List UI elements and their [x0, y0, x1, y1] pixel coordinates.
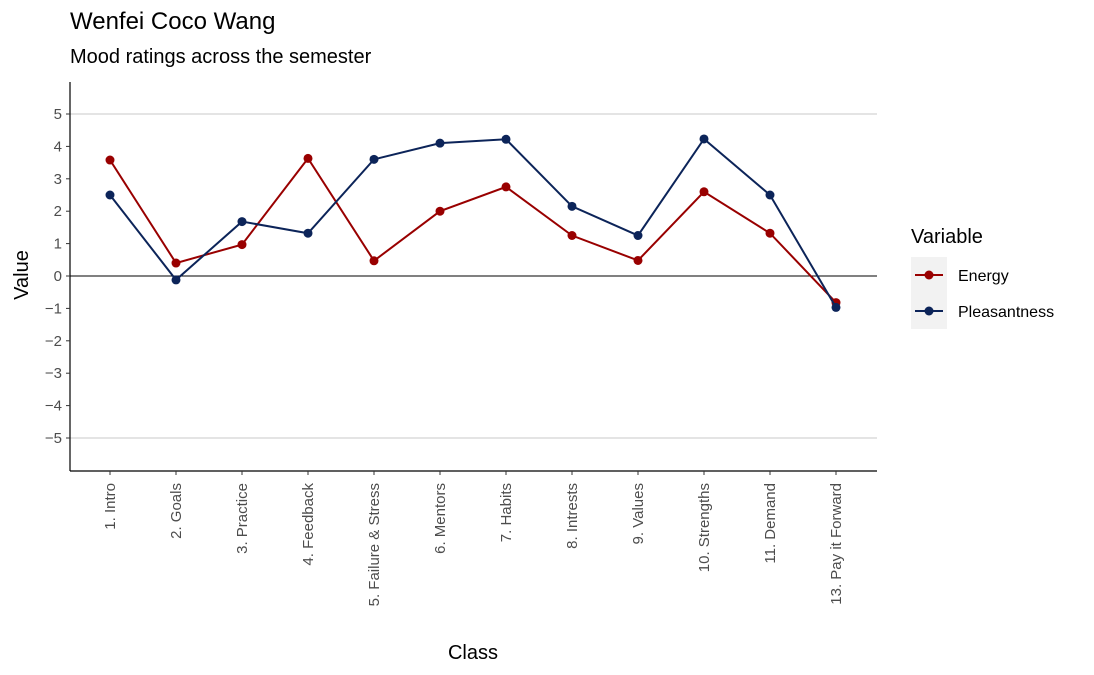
y-tick-label: 1: [54, 236, 62, 253]
energy-point: [765, 228, 775, 238]
y-tick-label: 2: [54, 203, 62, 220]
y-axis-ticks: 5 4 3 2 1 0 −1 −2 −3 −4 −5: [45, 106, 70, 447]
legend: Variable Energy Pleasantness: [911, 226, 1054, 329]
pleasantness-point: [567, 201, 577, 211]
pleasantness-point: [831, 302, 841, 312]
x-tick-label: 1. Intro: [102, 483, 119, 530]
y-tick-label: −4: [45, 398, 62, 415]
pleasantness-point: [435, 138, 445, 148]
energy-point: [237, 240, 247, 250]
pleasantness-point: [237, 217, 247, 227]
y-tick-label: −5: [45, 430, 62, 447]
energy-point: [369, 256, 379, 266]
x-tick-label: 3. Practice: [234, 483, 251, 554]
energy-point: [171, 258, 181, 268]
energy-point: [501, 182, 511, 192]
x-tick-label: 7. Habits: [498, 483, 515, 542]
plot-series: [105, 134, 841, 312]
energy-point: [105, 155, 115, 165]
energy-point: [633, 255, 643, 265]
energy-point: [435, 206, 445, 216]
x-axis-title: Class: [448, 642, 498, 664]
y-tick-label: 0: [54, 268, 62, 285]
y-tick-label: 5: [54, 106, 62, 123]
pleasantness-line: [109, 137, 837, 308]
legend-pleasantness-point: [924, 306, 934, 316]
x-tick-label: 8. Intrests: [564, 483, 581, 549]
pleasantness-point: [501, 134, 511, 144]
y-axis-title: Value: [11, 250, 33, 300]
y-tick-label: −3: [45, 365, 62, 382]
x-axis-ticks: 1. Intro 2. Goals 3. Practice 4. Feedback 5.…: [102, 471, 845, 606]
x-tick-label: 5. Failure & Stress: [366, 483, 383, 606]
pleasantness-point: [105, 190, 115, 200]
y-tick-label: 3: [54, 171, 62, 188]
pleasantness-point: [171, 275, 181, 285]
y-tick-label: −1: [45, 300, 62, 317]
x-tick-label: 2. Goals: [168, 483, 185, 539]
energy-point: [699, 187, 709, 197]
legend-key-background: [911, 257, 947, 329]
x-tick-label: 11. Demand: [762, 483, 779, 564]
energy-point: [303, 153, 313, 163]
pleasantness-point: [303, 228, 313, 238]
legend-title: Variable: [911, 226, 983, 248]
pleasantness-point: [369, 154, 379, 164]
y-tick-label: −2: [45, 333, 62, 350]
chart-subtitle: Mood ratings across the semester: [70, 46, 372, 68]
x-tick-label: 4. Feedback: [300, 483, 317, 566]
pleasantness-point: [633, 231, 643, 240]
x-tick-label: 6. Mentors: [432, 483, 449, 554]
pleasantness-point: [699, 134, 709, 144]
legend-pleasantness-label: Pleasantness: [958, 304, 1054, 321]
x-tick-label: 10. Strengths: [696, 483, 713, 572]
pleasantness-point: [765, 190, 775, 200]
x-tick-label: 13. Pay it Forward: [828, 483, 845, 605]
energy-line: [109, 156, 837, 304]
energy-point: [567, 231, 577, 240]
y-tick-label: 4: [54, 138, 62, 155]
x-tick-label: 9. Values: [630, 483, 647, 544]
chart-title: Wenfei Coco Wang: [70, 8, 275, 35]
grid-lines: [70, 113, 877, 439]
legend-energy-point: [924, 270, 934, 280]
legend-energy-label: Energy: [958, 268, 1009, 285]
